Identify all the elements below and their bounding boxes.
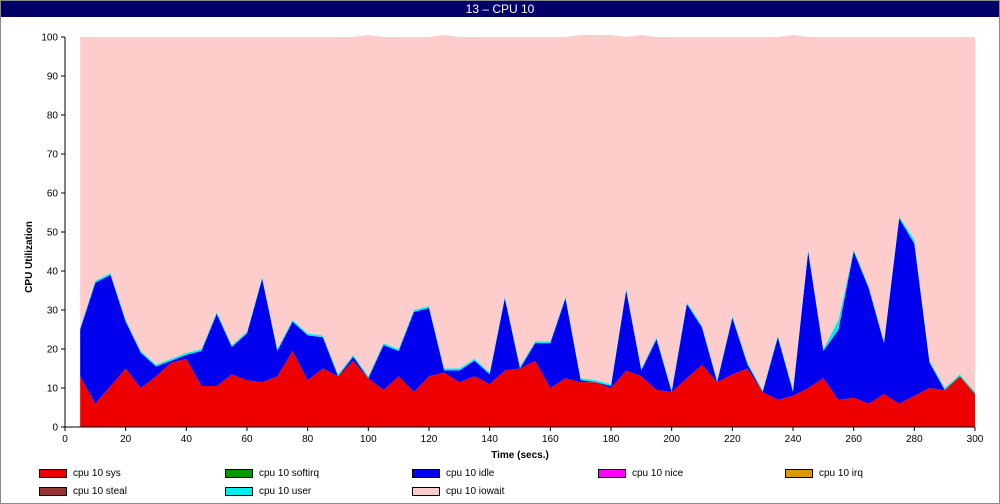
stacked-areas: [80, 35, 976, 427]
x-tick-label: 260: [845, 434, 862, 445]
x-tick-label: 300: [967, 434, 984, 445]
y-tick-label: 90: [47, 72, 59, 83]
y-tick-label: 80: [47, 111, 59, 122]
legend-swatch-irq: [785, 469, 813, 478]
y-tick-label: 30: [47, 306, 59, 317]
legend-label-iowait: cpu 10 iowait: [446, 486, 505, 497]
legend-swatch-softirq: [225, 469, 253, 478]
legend-swatch-sys: [39, 469, 67, 478]
legend-label-irq: cpu 10 irq: [819, 468, 863, 479]
legend-swatch-nice: [598, 469, 626, 478]
y-tick-label: 40: [47, 267, 59, 278]
legend-swatch-iowait: [412, 487, 440, 496]
legend-label-sys: cpu 10 sys: [73, 468, 121, 479]
x-tick-label: 220: [724, 434, 741, 445]
x-tick-label: 0: [62, 434, 68, 445]
legend-swatch-user: [225, 487, 253, 496]
y-tick-label: 70: [47, 150, 59, 161]
legend-label-softirq: cpu 10 softirq: [259, 468, 320, 479]
area-iowait: [80, 35, 976, 392]
x-tick-label: 240: [785, 434, 802, 445]
x-tick-label: 100: [360, 434, 377, 445]
legend: cpu 10 sys cpu 10 softirq cpu 10 idle cp…: [1, 463, 999, 503]
x-tick-label: 20: [120, 434, 132, 445]
area-sys: [80, 350, 976, 427]
legend-label-user: cpu 10 user: [259, 486, 312, 497]
x-tick-label: 60: [241, 434, 253, 445]
legend-label-nice: cpu 10 nice: [632, 468, 684, 479]
y-tick-label: 100: [41, 33, 58, 44]
x-tick-label: 160: [542, 434, 559, 445]
legend-label-steal: cpu 10 steal: [73, 486, 127, 497]
x-tick-label: 140: [481, 434, 498, 445]
legend-label-idle: cpu 10 idle: [446, 468, 495, 479]
y-tick-label: 60: [47, 189, 59, 200]
legend-swatch-idle: [412, 469, 440, 478]
cpu-utilization-chart: 0 10 20 30 40 50 60 70 80 90 100 0 20 40 60 80 100 120 140…: [24, 33, 984, 462]
x-tick-label: 180: [603, 434, 620, 445]
window-title: 13 – CPU 10: [1, 1, 999, 17]
y-axis-title: CPU Utilization: [24, 221, 35, 293]
y-tick-label: 0: [52, 423, 58, 434]
legend-swatch-steal: [39, 487, 67, 496]
x-tick-label: 200: [663, 434, 680, 445]
x-tick-label: 40: [181, 434, 193, 445]
area-idle: [80, 218, 976, 404]
x-axis-title: Time (secs.): [491, 450, 549, 461]
y-tick-label: 20: [47, 345, 59, 356]
y-tick-label: 50: [47, 228, 59, 239]
x-tick-label: 120: [421, 434, 438, 445]
x-tick-label: 80: [302, 434, 314, 445]
x-tick-label: 280: [906, 434, 923, 445]
axes: 0 10 20 30 40 50 60 70 80 90 100 0 20 40 60 80 100 120 140…: [41, 33, 983, 446]
y-tick-label: 10: [47, 384, 59, 395]
